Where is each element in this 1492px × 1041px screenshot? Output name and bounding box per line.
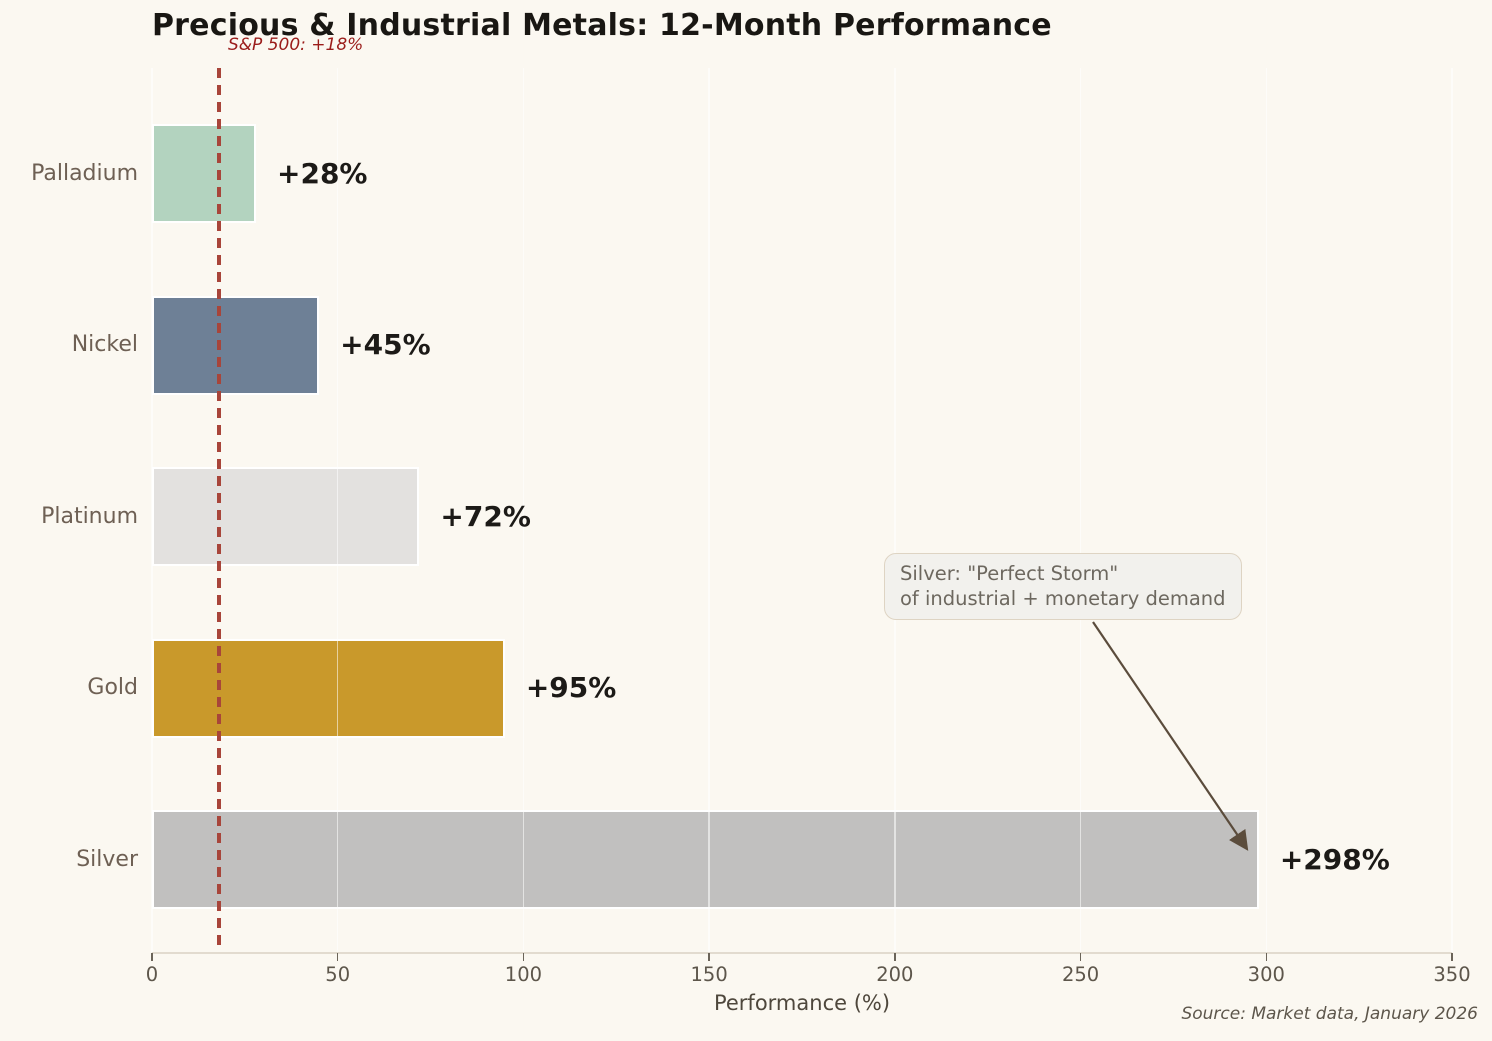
silver-annotation-box: Silver: "Perfect Storm" of industrial + … (884, 553, 1242, 620)
x-tick-350 (1451, 953, 1453, 961)
bar-silver (152, 810, 1259, 910)
gridline-200 (894, 68, 896, 952)
x-tick-label-200: 200 (876, 963, 914, 986)
bar-value-label-silver: +298% (1279, 842, 1390, 876)
x-tick-label-50: 50 (325, 963, 351, 986)
x-tick-300 (1265, 953, 1268, 961)
gridline-0 (151, 68, 153, 952)
x-tick-50 (336, 953, 339, 961)
category-label-palladium: Palladium (31, 160, 138, 186)
gridline-250 (1079, 68, 1082, 952)
x-axis-spine (152, 952, 1452, 954)
sp500-reference-label: S&P 500: +18% (228, 35, 364, 55)
category-label-platinum: Platinum (41, 503, 138, 529)
category-label-gold: Gold (87, 675, 138, 701)
bar-value-label-nickel: +45% (340, 328, 431, 362)
annotation-line-2: of industrial + monetary demand (900, 586, 1226, 610)
gridline-50 (336, 68, 339, 952)
chart-title: Precious & Industrial Metals: 12-Month P… (152, 8, 1052, 43)
x-tick-250 (1079, 953, 1082, 961)
x-tick-label-350: 350 (1433, 963, 1471, 986)
x-tick-200 (894, 953, 896, 961)
bar-gold (152, 638, 505, 738)
source-note: Source: Market data, January 2026 (1181, 1004, 1478, 1024)
x-tick-150 (708, 953, 710, 961)
annotation-line-1: Silver: "Perfect Storm" (900, 562, 1119, 585)
x-tick-label-100: 100 (504, 963, 543, 986)
plot-area: +28% +45% +72% +95% +298% (151, 68, 1453, 952)
gridline-150 (708, 68, 710, 952)
x-tick-label-250: 250 (1061, 963, 1100, 986)
category-label-silver: Silver (76, 846, 138, 872)
x-tick-label-300: 300 (1247, 963, 1285, 986)
bar-palladium (152, 124, 256, 223)
x-tick-label-150: 150 (690, 963, 728, 986)
bar-value-label-gold: +95% (525, 671, 617, 705)
sp500-reference-line (216, 68, 221, 952)
x-tick-label-0: 0 (145, 963, 159, 986)
category-label-nickel: Nickel (71, 332, 138, 358)
gridline-100 (522, 68, 525, 952)
gridline-300 (1265, 68, 1268, 952)
x-axis-title: Performance (%) (713, 991, 891, 1015)
gridline-350 (1451, 68, 1453, 952)
bar-nickel (152, 295, 320, 395)
bar-value-label-palladium: +28% (277, 156, 368, 190)
bar-value-label-platinum: +72% (440, 499, 531, 533)
x-tick-0 (151, 953, 153, 961)
x-tick-100 (522, 953, 525, 961)
bar-platinum (152, 467, 420, 567)
